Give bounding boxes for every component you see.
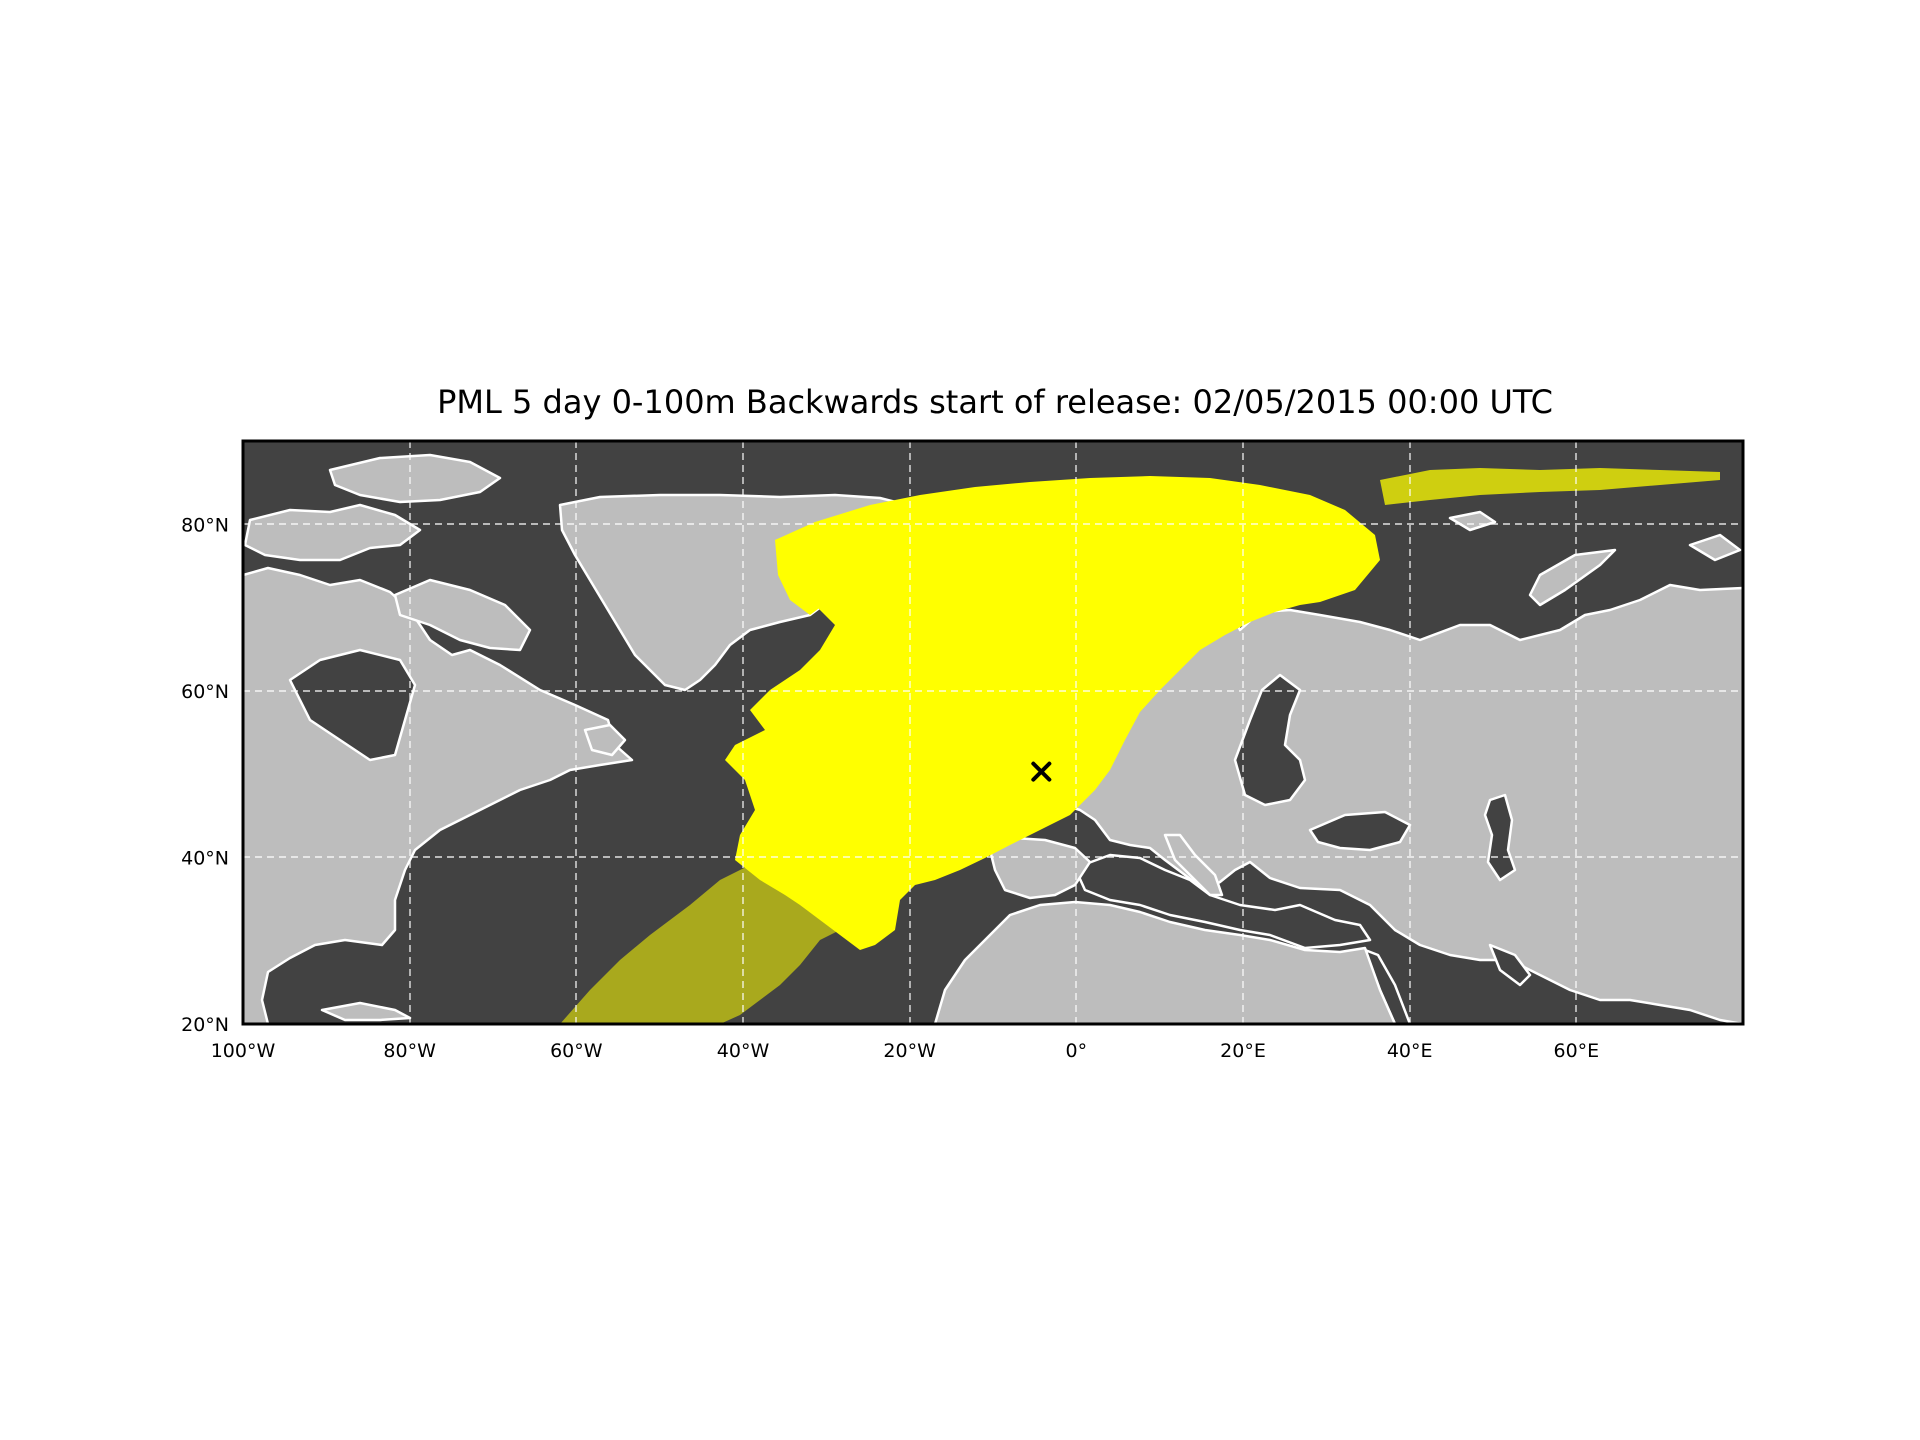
land-franz-josef (1448, 510, 1497, 532)
lon-tick-label: 80°W (383, 1040, 436, 1062)
land-italy (1163, 833, 1224, 897)
land-severnaya (1688, 533, 1742, 562)
particle-sw-filaments (560, 825, 880, 1024)
lon-tick-label: 20°W (883, 1040, 936, 1062)
lat-tick-label: 40°N (181, 847, 229, 869)
lat-tick-label: 20°N (181, 1014, 229, 1036)
land-africa (933, 900, 1397, 1024)
map-frame (241, 439, 1745, 1026)
axis-ticks: 100°W 80°W 60°W 40°W 20°W 0° 20°E 40°E 60°E 20°N 4… (181, 514, 1599, 1062)
map-title: PML 5 day 0-100m Backwards start of rele… (437, 383, 1553, 421)
particle-cloud (560, 468, 1720, 1024)
lat-tick-label: 60°N (181, 681, 229, 703)
mediterranean-sea (1073, 853, 1372, 950)
land-newfoundland (583, 723, 627, 757)
persian-gulf (1488, 943, 1532, 987)
lon-tick-label: 60°E (1553, 1040, 1599, 1062)
land-arctic-islands (243, 503, 422, 562)
particle-main-plume (725, 476, 1380, 950)
lon-tick-label: 60°W (550, 1040, 603, 1062)
land-baffin-island (393, 578, 532, 652)
land-iberia (988, 836, 1092, 900)
black-sea (1308, 810, 1412, 852)
gridlines (243, 441, 1743, 1024)
baltic-sea (1233, 673, 1307, 807)
land-ellesmere (328, 453, 502, 504)
lon-tick-label: 40°E (1387, 1040, 1433, 1062)
map-area (243, 441, 1743, 1024)
lon-tick-label: 0° (1066, 1040, 1088, 1062)
particle-arctic-streak (1380, 468, 1720, 505)
lat-tick-label: 80°N (181, 514, 229, 536)
lon-tick-label: 20°E (1220, 1040, 1266, 1062)
hudson-bay (288, 648, 417, 762)
lon-tick-label: 40°W (717, 1040, 770, 1062)
lon-tick-label: 100°W (211, 1040, 276, 1062)
land-novaya-zemlya (1528, 548, 1617, 607)
release-marker-icon (1031, 761, 1052, 782)
particle-greenland-coast (775, 530, 845, 615)
caspian-sea (1483, 793, 1517, 882)
